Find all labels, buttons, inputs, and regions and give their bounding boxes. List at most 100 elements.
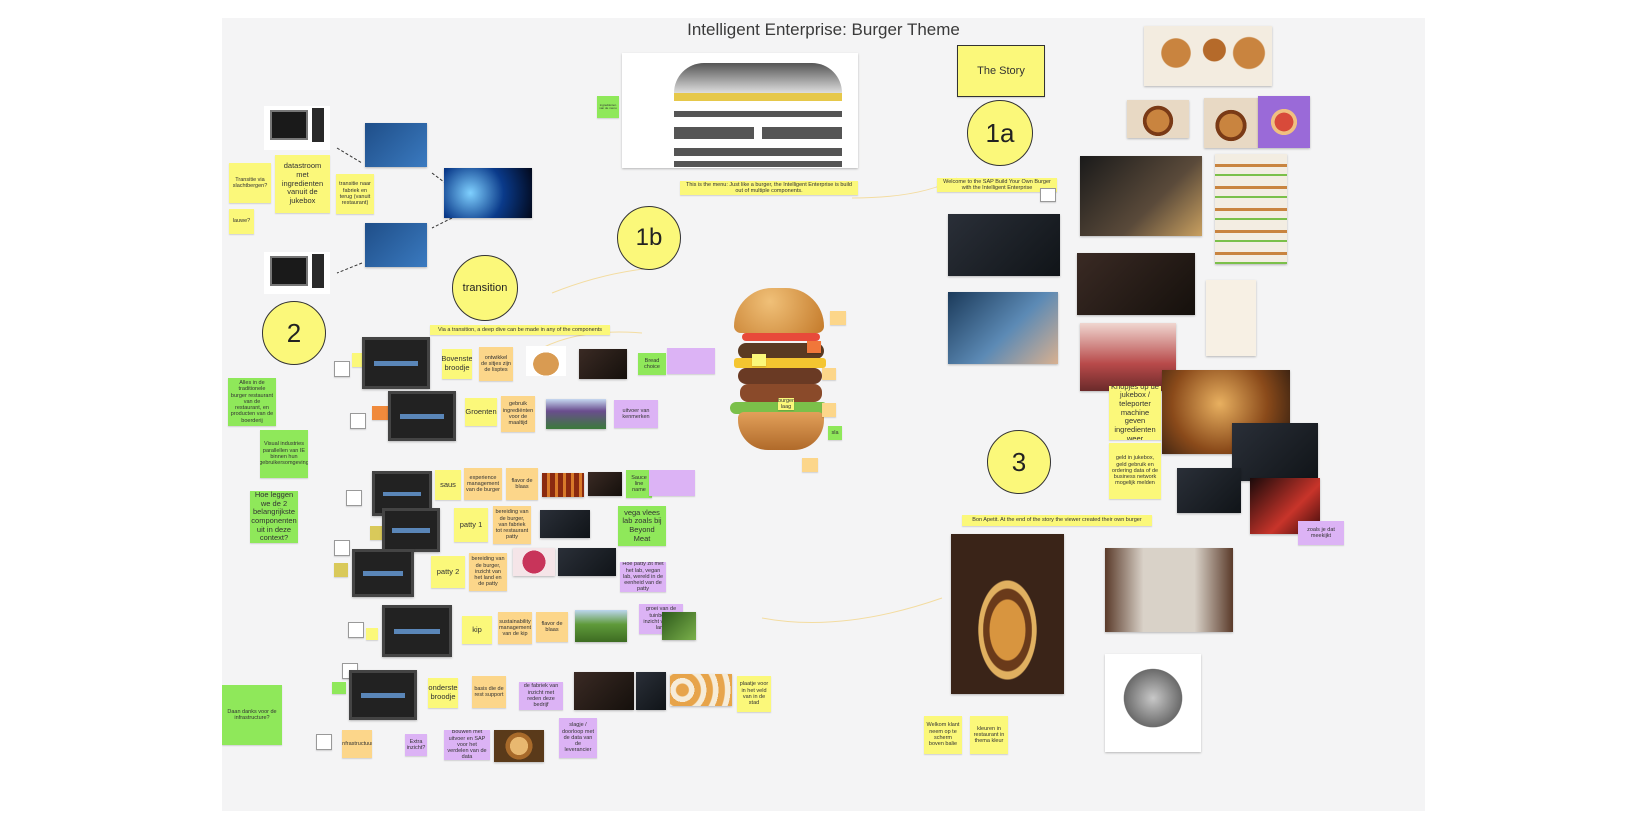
patty-machine-image[interactable] (558, 548, 616, 576)
note-sustain[interactable]: sustainability management van de kip (498, 612, 532, 644)
mini-row2[interactable] (372, 406, 390, 420)
note-knopjes[interactable]: Knopjes op de jukebox / teleporter machi… (1109, 386, 1161, 440)
burger-tag-right2[interactable] (822, 403, 836, 417)
burger-tag-right[interactable] (822, 368, 836, 380)
robot-bartender-image[interactable] (1077, 253, 1195, 315)
robot-cloche-image[interactable] (1105, 654, 1201, 752)
burger-tag-middle[interactable]: burger laag (778, 398, 794, 410)
story-note[interactable]: The Story (957, 45, 1045, 97)
burger-tag-green[interactable]: sla (828, 426, 842, 440)
burger-tag-bottom[interactable] (802, 458, 818, 472)
note-bovenste[interactable]: Bovenste broodje (442, 349, 472, 379)
menu-card-image[interactable] (1206, 280, 1256, 356)
fiber-optic-image[interactable] (444, 168, 532, 218)
caption-menu[interactable]: This is the menu: Just like a burger, th… (680, 181, 858, 195)
screenshot-row7[interactable] (349, 670, 417, 720)
note-welkom-balie[interactable]: Welkom klant neem op te scherm boven bal… (924, 716, 962, 754)
note-slagje[interactable]: slagje / doorloop met de data van de lev… (559, 718, 597, 758)
thumb-row1[interactable] (334, 361, 350, 377)
computer-top-image[interactable] (264, 106, 330, 150)
circle-transition[interactable]: transition (452, 255, 518, 321)
gourmet-burger-image[interactable] (951, 534, 1064, 694)
astronaut-image[interactable] (1232, 423, 1318, 481)
note-gebruik[interactable]: gebruik ingrediënten voor de maaltijd (501, 396, 535, 432)
note-kip[interactable]: kip (462, 616, 492, 644)
mini-row6[interactable] (366, 628, 378, 640)
robot-lab-image[interactable] (948, 214, 1060, 276)
burger-illustration[interactable] (730, 288, 834, 473)
note-bread[interactable]: Bread choice (638, 353, 666, 375)
burger-tag-top[interactable] (830, 311, 846, 325)
note-patty1[interactable]: patty 1 (454, 508, 488, 542)
note-saus[interactable]: saus (435, 470, 461, 500)
motherboard-bottom-image[interactable] (365, 223, 427, 267)
screenshot-row2[interactable] (388, 391, 456, 441)
note-ontwikkel[interactable]: ontwikkel de sitjes zijn de lisptes (479, 347, 513, 381)
note-patty2-desc[interactable]: bereiding van de burger, inzicht van het… (469, 553, 507, 591)
note-flavor-kip[interactable]: flavor de blaas (536, 612, 568, 642)
sandwich-purple-image[interactable] (1258, 96, 1310, 148)
note-hoe[interactable]: Hoe leggen we de 2 belangrijkste compone… (250, 491, 298, 543)
note-sauce-purple[interactable] (649, 470, 695, 496)
note-plaatje[interactable]: plaatje voor in het veld van in de stad (737, 676, 771, 712)
note-transitie[interactable]: Transitie via slachtbergen? (229, 163, 271, 203)
burger-poster-image[interactable] (1215, 154, 1287, 264)
note-bouwen[interactable]: Bouwen met uitvoer en SAP voor het verde… (444, 730, 490, 760)
note-vega[interactable]: vega vlees lab zoals bij Beyond Meat (618, 506, 666, 546)
note-geld[interactable]: geld in jukebox, geld gebruik en orderin… (1109, 443, 1161, 499)
farm-field-image[interactable] (575, 610, 627, 642)
note-groenten[interactable]: Groenten (465, 398, 497, 426)
note-transitie-restaurant[interactable]: transitie naar fabriek en terug (vanuit … (336, 174, 374, 214)
note-sauce-line[interactable]: Sauce line name (626, 470, 652, 498)
screenshot-row5[interactable] (352, 549, 414, 597)
thumb-row2[interactable] (350, 413, 366, 429)
note-patty2[interactable]: patty 2 (431, 556, 465, 588)
screenshot-row4[interactable] (382, 508, 440, 552)
note-zoals[interactable]: zoals je dat meekijkt (1298, 521, 1344, 545)
thumb-row5[interactable] (334, 540, 350, 556)
burger-tag-red[interactable] (807, 341, 821, 353)
burger-tag-left[interactable] (752, 354, 766, 366)
note-basis[interactable]: basis die de rest support (472, 676, 506, 708)
note-hoe-patty[interactable]: Hoe patty zit met het lab, vegan lab, we… (620, 562, 666, 592)
note-bread-purple[interactable] (667, 348, 715, 374)
screenshot-row1[interactable] (362, 337, 430, 389)
note-inzicht-fabriek[interactable]: de fabriek van inzicht met reden deze be… (519, 682, 563, 710)
menu-side-note[interactable]: ingrediënten van de menu (597, 96, 619, 118)
bakery-image[interactable] (579, 349, 627, 379)
note-visual[interactable]: Visual industries parallellen van IE bin… (260, 430, 308, 478)
circle-2[interactable]: 2 (262, 301, 326, 365)
caption-transition[interactable]: Via a transition, a deep dive can be mad… (430, 325, 610, 335)
note-patty1-desc[interactable]: bereiding van de burger, van fabriek tot… (493, 506, 531, 544)
motherboard-top-image[interactable] (365, 123, 427, 167)
robot-waiters-image[interactable] (1105, 548, 1233, 632)
diner-restaurant-image[interactable] (1080, 323, 1176, 391)
bun-image[interactable] (526, 346, 566, 376)
circle-1a[interactable]: 1a (967, 100, 1033, 166)
vr-person-image[interactable] (948, 292, 1058, 364)
greenhouse-image[interactable] (546, 399, 606, 429)
note-onderste[interactable]: onderste broodje (428, 678, 458, 708)
note-alles[interactable]: Alles in de traditionele burger restaura… (228, 378, 276, 426)
dish-image[interactable] (494, 730, 544, 762)
caption-welcome[interactable]: Welcome to the SAP Build Your Own Burger… (937, 178, 1057, 192)
factory-image[interactable] (574, 672, 634, 710)
note-kleuren[interactable]: kleuren in restaurant in thema kleur (970, 716, 1008, 754)
crop-image[interactable] (662, 612, 696, 640)
computer-bottom-image[interactable] (264, 252, 330, 294)
thumb-row3[interactable] (346, 490, 362, 506)
welcome-thumb[interactable] (1040, 188, 1056, 202)
warehouse-image[interactable] (636, 672, 666, 710)
mini-row1[interactable] (352, 353, 364, 367)
patty-factory-image[interactable] (540, 510, 590, 538)
note-dank[interactable]: Daan danks voor de infrastructure? (222, 685, 282, 745)
caption-bon-apetit[interactable]: Bon Apetit. At the end of the story the … (962, 515, 1152, 526)
sliders-image[interactable] (1127, 100, 1189, 138)
note-lauwe[interactable]: lauwe? (229, 209, 254, 234)
note-infra[interactable]: infrastructuur (342, 730, 372, 758)
thumb-row6[interactable] (348, 622, 364, 638)
note-uitvoer[interactable]: uitvoer van kenmerken (614, 400, 658, 428)
raw-patty-image[interactable] (513, 548, 555, 576)
robot-arm-image[interactable] (1177, 468, 1241, 513)
mini-row5[interactable] (334, 563, 348, 577)
